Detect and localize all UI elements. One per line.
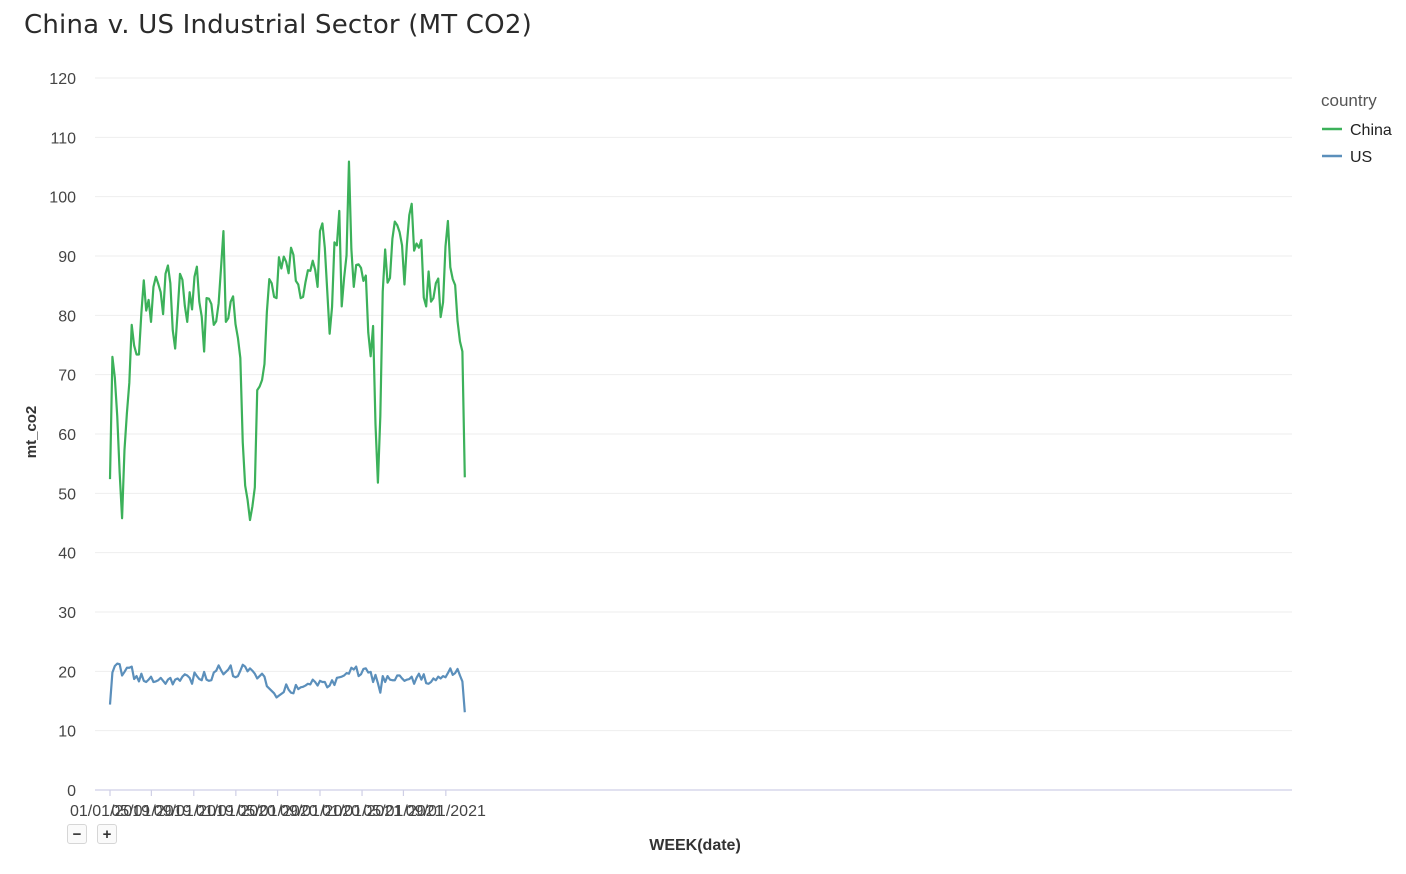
y-tick-label: 40 bbox=[58, 546, 76, 563]
legend-item-china[interactable]: China bbox=[1350, 122, 1392, 139]
series-lines bbox=[108, 160, 466, 713]
y-tick-label: 60 bbox=[58, 427, 76, 444]
gridlines bbox=[95, 77, 1292, 791]
x-tick-label: 01/01/2020 bbox=[196, 803, 276, 820]
series-line-china[interactable] bbox=[108, 160, 466, 522]
zoom-out-button[interactable]: − bbox=[67, 824, 87, 844]
y-tick-label: 80 bbox=[58, 308, 76, 325]
series-line-us[interactable] bbox=[108, 662, 466, 713]
x-tick-label: 05/01/2019 bbox=[111, 803, 191, 820]
y-tick-label: 70 bbox=[58, 368, 76, 385]
y-tick-label: 120 bbox=[49, 71, 76, 88]
x-tick-label: 09/01/2019 bbox=[154, 803, 234, 820]
y-axis-label: mt_co2 bbox=[23, 406, 40, 459]
legend-item-us[interactable]: US bbox=[1350, 149, 1372, 166]
x-axis-label: WEEK(date) bbox=[649, 837, 741, 854]
y-tick-label: 90 bbox=[58, 249, 76, 266]
x-tick-label: 01/01/2019 bbox=[70, 803, 150, 820]
x-tick-label: 01/01/2021 bbox=[322, 803, 402, 820]
y-axis-ticks: 0 10 20 30 40 50 60 70 80 90 100 110 120 bbox=[49, 71, 76, 800]
y-tick-label: 30 bbox=[58, 605, 76, 622]
zoom-in-button[interactable]: + bbox=[97, 824, 117, 844]
legend-title: country bbox=[1321, 91, 1377, 110]
x-tick-label: 05/01/2021 bbox=[363, 803, 443, 820]
x-tick-label: 09/01/2020 bbox=[280, 803, 360, 820]
y-tick-label: 110 bbox=[50, 130, 76, 147]
legend: country China US bbox=[1321, 91, 1392, 166]
x-axis-ticks: 01/01/201905/01/201909/01/201901/01/2020… bbox=[70, 790, 486, 820]
x-tick-label: 09/01/2021 bbox=[406, 803, 486, 820]
x-tick-label: 05/01/2020 bbox=[238, 803, 318, 820]
y-tick-label: 50 bbox=[58, 486, 76, 503]
y-tick-label: 100 bbox=[49, 190, 76, 207]
chart-title: China v. US Industrial Sector (MT CO2) bbox=[24, 10, 532, 40]
y-tick-label: 10 bbox=[58, 724, 76, 741]
y-tick-label: 0 bbox=[67, 783, 76, 800]
y-tick-label: 20 bbox=[58, 664, 76, 681]
